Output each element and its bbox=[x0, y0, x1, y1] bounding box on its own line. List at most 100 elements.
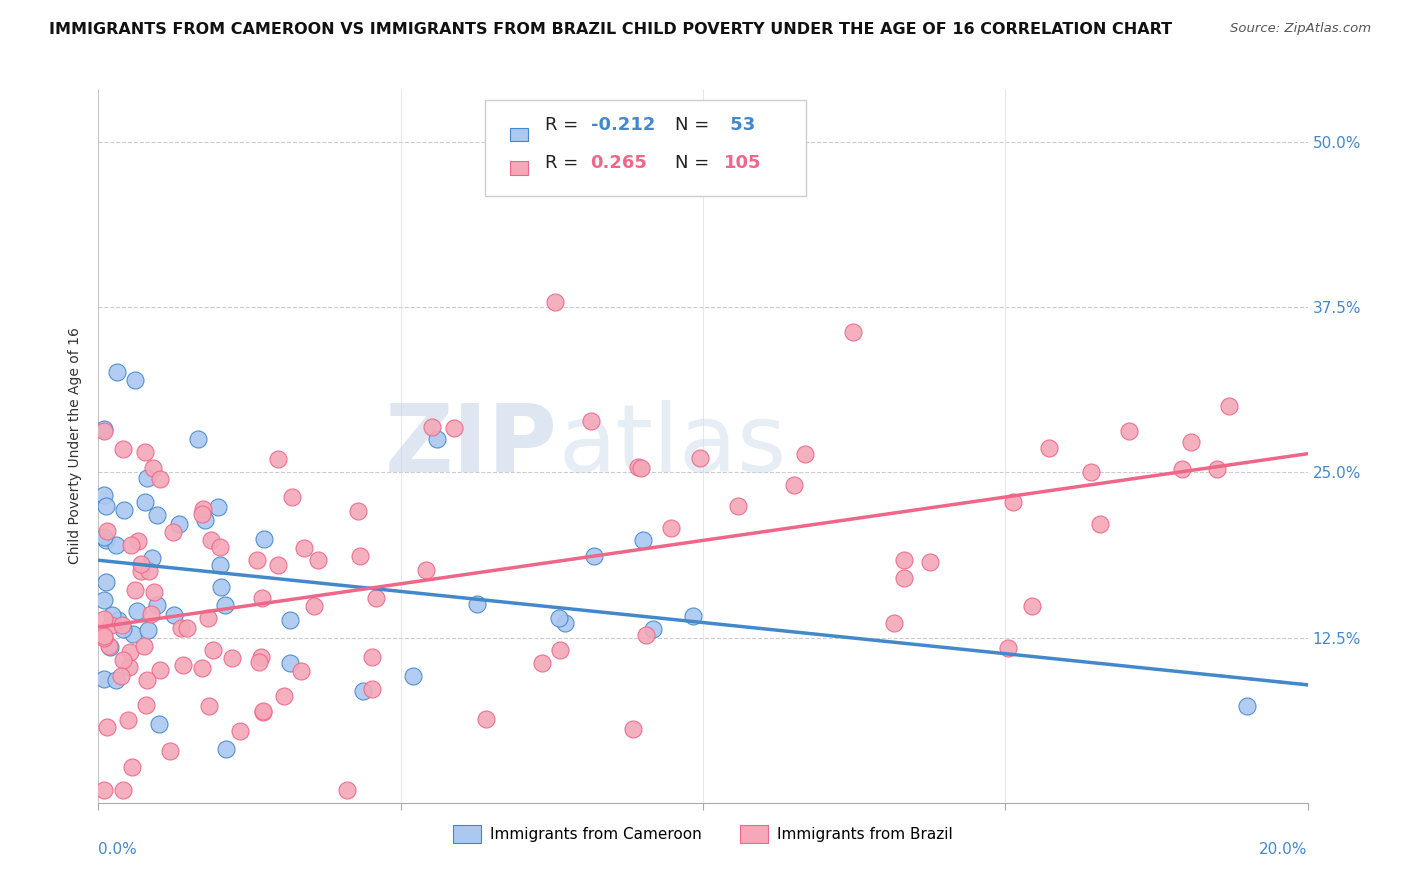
Point bbox=[135, 698, 157, 712]
Point bbox=[361, 649, 384, 664]
Point bbox=[93, 424, 115, 438]
Point bbox=[124, 582, 146, 597]
Point bbox=[107, 613, 129, 627]
Point bbox=[727, 499, 749, 513]
Point bbox=[1080, 465, 1102, 479]
Point bbox=[475, 713, 498, 727]
Point bbox=[267, 451, 290, 466]
Point bbox=[252, 705, 274, 719]
Point bbox=[121, 760, 143, 774]
Point bbox=[1090, 517, 1112, 532]
Point bbox=[120, 645, 142, 659]
Point bbox=[415, 562, 437, 576]
Point bbox=[997, 641, 1019, 656]
Point bbox=[135, 673, 157, 687]
Point bbox=[689, 451, 711, 466]
Point bbox=[169, 516, 191, 531]
Point bbox=[1218, 400, 1240, 414]
Point bbox=[111, 652, 134, 666]
Point bbox=[105, 365, 128, 379]
Point bbox=[643, 622, 665, 636]
Point bbox=[267, 558, 290, 573]
Point bbox=[104, 673, 127, 687]
Text: N =: N = bbox=[675, 116, 716, 134]
Point bbox=[336, 782, 359, 797]
Point bbox=[893, 553, 915, 567]
Point bbox=[841, 326, 863, 340]
Text: ZIP: ZIP bbox=[385, 400, 558, 492]
Point bbox=[112, 503, 135, 517]
Point bbox=[159, 744, 181, 758]
Point bbox=[229, 724, 252, 739]
Point bbox=[93, 611, 115, 625]
Point bbox=[200, 533, 222, 548]
Point bbox=[209, 558, 232, 573]
Y-axis label: Child Poverty Under the Age of 16: Child Poverty Under the Age of 16 bbox=[67, 327, 82, 565]
Point bbox=[100, 618, 122, 632]
Point bbox=[209, 580, 232, 594]
Text: IMMIGRANTS FROM CAMEROON VS IMMIGRANTS FROM BRAZIL CHILD POVERTY UNDER THE AGE O: IMMIGRANTS FROM CAMEROON VS IMMIGRANTS F… bbox=[49, 22, 1173, 37]
Point bbox=[307, 552, 329, 566]
Point bbox=[281, 490, 304, 504]
Point bbox=[548, 611, 571, 625]
Point bbox=[531, 656, 554, 670]
Point bbox=[94, 575, 117, 590]
Point bbox=[148, 716, 170, 731]
Point bbox=[98, 640, 121, 654]
Point bbox=[100, 608, 122, 623]
Point bbox=[215, 742, 238, 756]
Point bbox=[104, 538, 127, 552]
Point bbox=[631, 533, 654, 547]
Point bbox=[402, 668, 425, 682]
Point bbox=[93, 672, 115, 686]
Point bbox=[111, 618, 134, 632]
Point bbox=[278, 613, 301, 627]
Point bbox=[1038, 441, 1060, 455]
Point bbox=[93, 592, 115, 607]
Point bbox=[117, 660, 139, 674]
Point bbox=[120, 538, 142, 552]
Point bbox=[583, 549, 606, 564]
Point bbox=[93, 530, 115, 544]
Point bbox=[682, 609, 704, 624]
Point bbox=[176, 621, 198, 635]
Point bbox=[304, 599, 326, 613]
Text: 105: 105 bbox=[724, 153, 761, 171]
Point bbox=[93, 782, 115, 797]
Point bbox=[465, 597, 488, 611]
Point bbox=[134, 639, 156, 653]
Text: R =: R = bbox=[544, 116, 583, 134]
Point bbox=[162, 524, 184, 539]
Point bbox=[292, 541, 315, 555]
Point bbox=[172, 657, 194, 672]
Point bbox=[783, 477, 806, 491]
Point bbox=[630, 460, 652, 475]
FancyBboxPatch shape bbox=[485, 100, 806, 196]
Point bbox=[883, 615, 905, 630]
Point bbox=[214, 598, 236, 612]
Point bbox=[187, 433, 209, 447]
Point bbox=[193, 501, 215, 516]
Point bbox=[127, 534, 149, 549]
Point bbox=[347, 503, 370, 517]
Point bbox=[93, 488, 115, 502]
Point bbox=[250, 650, 273, 665]
Point bbox=[146, 599, 169, 613]
Point bbox=[1001, 495, 1024, 509]
Point bbox=[129, 564, 152, 578]
Point bbox=[250, 591, 273, 606]
FancyBboxPatch shape bbox=[509, 128, 529, 141]
Point bbox=[93, 422, 115, 436]
Point bbox=[141, 607, 163, 621]
Point bbox=[918, 555, 941, 569]
Point bbox=[143, 585, 166, 599]
Point bbox=[110, 668, 132, 682]
Point bbox=[426, 432, 449, 446]
Point bbox=[125, 604, 148, 618]
Point bbox=[420, 419, 443, 434]
Point bbox=[1021, 599, 1043, 614]
Point bbox=[349, 549, 371, 564]
Point bbox=[129, 557, 152, 571]
Point bbox=[197, 611, 219, 625]
Point bbox=[134, 495, 156, 509]
